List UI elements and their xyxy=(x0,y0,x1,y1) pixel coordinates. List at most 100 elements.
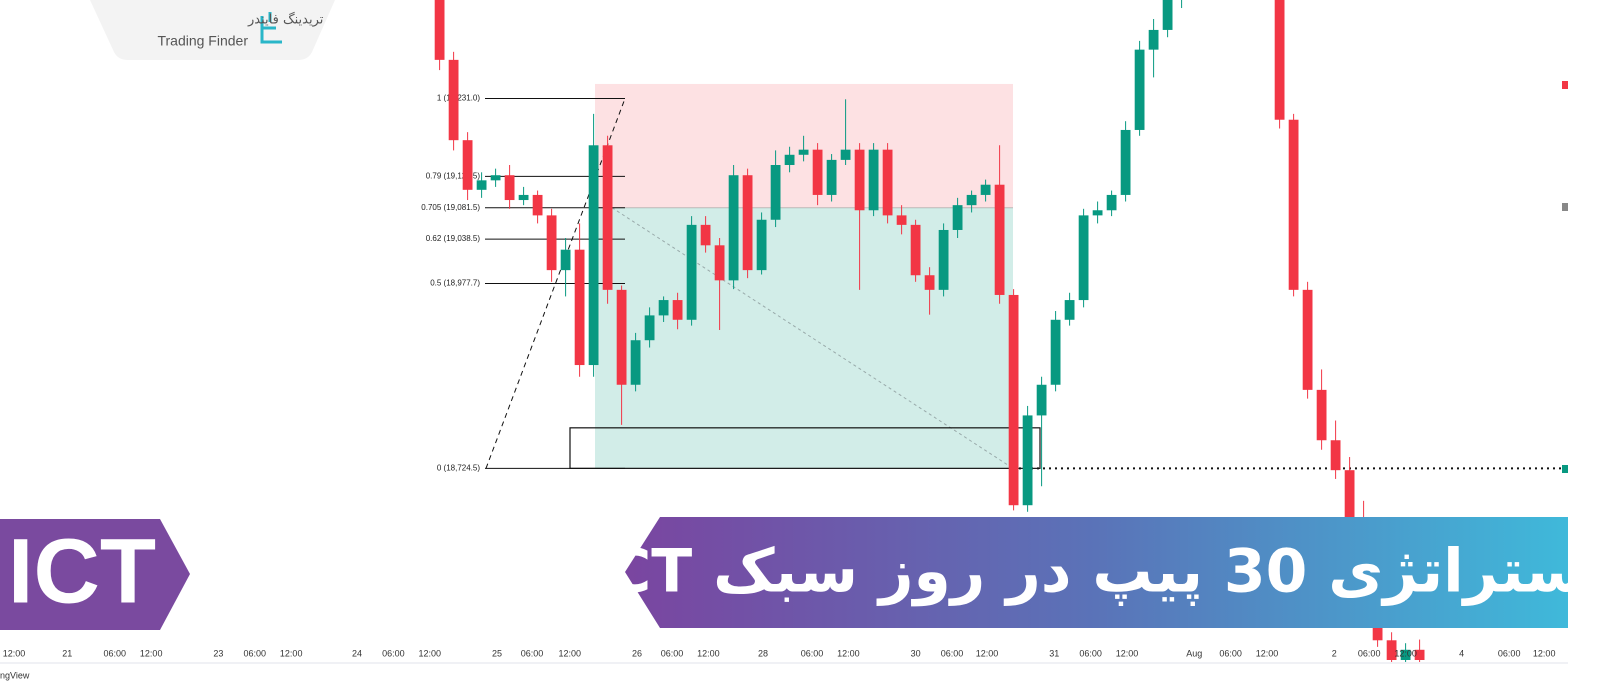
fib-label: 0.705 (19,081.5) xyxy=(421,203,480,212)
logo-en: Trading Finder xyxy=(157,33,248,49)
candle-body xyxy=(574,249,585,366)
candle-body xyxy=(1386,640,1397,660)
x-tick-label: 06:00 xyxy=(1498,648,1521,658)
candle-body xyxy=(756,219,767,271)
x-tick-label: 06:00 xyxy=(1219,648,1242,658)
candle-body xyxy=(462,140,473,190)
candle-body xyxy=(994,184,1005,295)
candle-body xyxy=(910,224,921,276)
candle-body xyxy=(1330,440,1341,471)
candle-body xyxy=(924,275,935,290)
candle-body xyxy=(476,180,487,190)
badge xyxy=(0,519,190,630)
fib-trend xyxy=(485,98,626,469)
candle-body xyxy=(658,300,669,316)
x-tick-label: 12:00 xyxy=(1116,648,1139,658)
x-tick-label: 06:00 xyxy=(382,648,405,658)
candle-body xyxy=(1400,649,1411,660)
plot-area: 1 (19,231.0) 0.79 (19,124.5) 0.705 (19,081… xyxy=(421,0,1568,662)
candle-body xyxy=(826,159,837,195)
banner-title: استراتژی 30 پیپ در روز سبک ICT xyxy=(585,537,1600,607)
fib-label: 0.79 (19,124.5) xyxy=(426,171,481,180)
candle-body xyxy=(714,245,725,281)
candle-body xyxy=(1316,389,1327,441)
fib-label: 0.62 (19,038.5) xyxy=(426,234,481,243)
candle-body xyxy=(434,0,445,60)
candle-body xyxy=(1064,300,1075,320)
watermark: ngView xyxy=(0,670,30,680)
candle-body xyxy=(1050,319,1061,385)
x-tick-label: 28 xyxy=(758,648,768,658)
candle-body xyxy=(1134,49,1145,130)
candle-body xyxy=(1414,649,1425,660)
x-tick-label: 26 xyxy=(632,648,642,658)
candle-body xyxy=(532,194,543,216)
x-tick-label: 06:00 xyxy=(1079,648,1102,658)
candle-body xyxy=(504,175,515,201)
price-marker xyxy=(1562,81,1568,89)
candle-body xyxy=(1274,0,1285,120)
candle-body xyxy=(854,149,865,211)
candle-body xyxy=(1106,194,1117,211)
candle-body xyxy=(798,149,809,155)
x-tick-label: 12:00 xyxy=(976,648,999,658)
candle-body xyxy=(1120,129,1131,195)
candle-body xyxy=(490,175,501,181)
candle-body xyxy=(588,145,599,366)
candle-body xyxy=(784,154,795,165)
fib-label: 0.5 (18,977.7) xyxy=(430,279,480,288)
x-tick-label: 12:00 xyxy=(1394,648,1417,658)
x-tick-label: 4 xyxy=(1459,648,1464,658)
x-tick-label: 06:00 xyxy=(244,648,267,658)
x-tick-label: 12:00 xyxy=(1533,648,1556,658)
x-tick-label: 12:00 xyxy=(3,648,26,658)
candle-body xyxy=(938,229,949,290)
candle-body xyxy=(560,249,571,271)
target-zone xyxy=(595,207,1013,469)
x-tick-label: 06:00 xyxy=(801,648,824,658)
x-tick-label: 2 xyxy=(1332,648,1337,658)
price-marker xyxy=(1562,465,1568,473)
x-tick-label: 12:00 xyxy=(837,648,860,658)
x-tick-label: 24 xyxy=(352,648,362,658)
x-tick-label: 06:00 xyxy=(1358,648,1381,658)
x-tick-label: 12:00 xyxy=(1256,648,1279,658)
logo-icon xyxy=(260,12,282,44)
x-tick-label: 31 xyxy=(1049,648,1059,658)
banner xyxy=(625,517,1568,628)
x-tick-label: 06:00 xyxy=(941,648,964,658)
candle-body xyxy=(1078,215,1089,301)
x-tick-label: 21 xyxy=(62,648,72,658)
candle-body xyxy=(1344,470,1355,520)
candle-body xyxy=(672,300,683,320)
x-tick-label: Aug xyxy=(1186,648,1202,658)
candle-body xyxy=(518,194,529,201)
price-marker xyxy=(1562,203,1568,211)
x-tick-label: 23 xyxy=(213,648,223,658)
candle-body xyxy=(966,194,977,206)
x-tick-label: 12:00 xyxy=(140,648,163,658)
candle-body xyxy=(728,175,739,281)
fib-label: 0 (18,724.5) xyxy=(437,463,480,472)
order-block xyxy=(569,427,1041,469)
fib-label: 1 (19,231.0) xyxy=(437,94,480,103)
x-tick-label: 12:00 xyxy=(419,648,442,658)
candle-body xyxy=(840,149,851,160)
candle-body xyxy=(1148,29,1159,50)
candle-body xyxy=(868,149,879,211)
candle-body xyxy=(602,145,613,290)
x-tick-label: 30 xyxy=(911,648,921,658)
candle-body xyxy=(1022,415,1033,506)
candle-body xyxy=(616,289,627,385)
candle-body xyxy=(742,175,753,271)
logo-background xyxy=(90,0,335,60)
trade-path xyxy=(611,207,1014,469)
x-tick-label: 06:00 xyxy=(104,648,127,658)
x-tick-label: 12:00 xyxy=(697,648,720,658)
candle-body xyxy=(448,59,459,141)
candle-body xyxy=(546,215,557,271)
candle-body xyxy=(1288,119,1299,290)
candle-body xyxy=(770,165,781,220)
